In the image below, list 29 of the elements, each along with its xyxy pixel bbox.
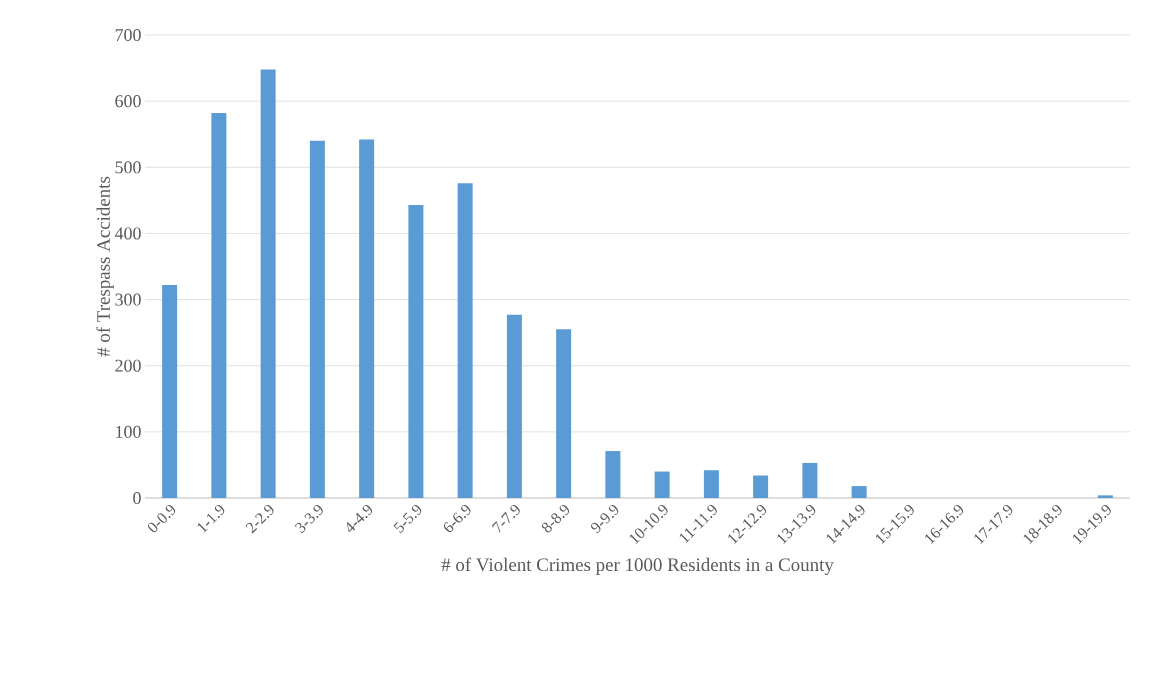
- bar: [1097, 495, 1113, 498]
- bar: [556, 329, 572, 498]
- bar: [309, 140, 325, 498]
- x-tick-label: 0-0.9: [148, 504, 176, 533]
- y-tick-label: 200: [115, 359, 141, 372]
- y-tick-label: 600: [115, 95, 141, 108]
- bar: [605, 451, 621, 498]
- bar: [506, 314, 522, 498]
- x-tick-label: 6-6.9: [443, 504, 471, 532]
- bar: [802, 462, 818, 498]
- bar: [162, 285, 178, 498]
- bar: [851, 486, 867, 498]
- bar: [408, 204, 424, 498]
- y-tick-label: 500: [115, 161, 141, 174]
- bar: [457, 183, 473, 498]
- y-tick-label: 100: [116, 425, 141, 438]
- y-tick-label: 400: [114, 227, 141, 240]
- bar: [260, 69, 276, 498]
- y-tick-label: 0: [133, 491, 141, 505]
- bar: [703, 470, 719, 498]
- bar: [211, 113, 227, 498]
- bar: [753, 475, 769, 498]
- x-tick-label: 4-4.9: [347, 504, 373, 533]
- y-tick-label: 300: [115, 293, 141, 306]
- x-axis-title: # of Violent Crimes per 1000 Residents in a County: [441, 557, 834, 575]
- bar: [654, 471, 670, 498]
- bar: [359, 139, 375, 498]
- y-tick-label: 700: [115, 28, 141, 42]
- y-axis-title: # of Trespass Accidents: [96, 176, 114, 357]
